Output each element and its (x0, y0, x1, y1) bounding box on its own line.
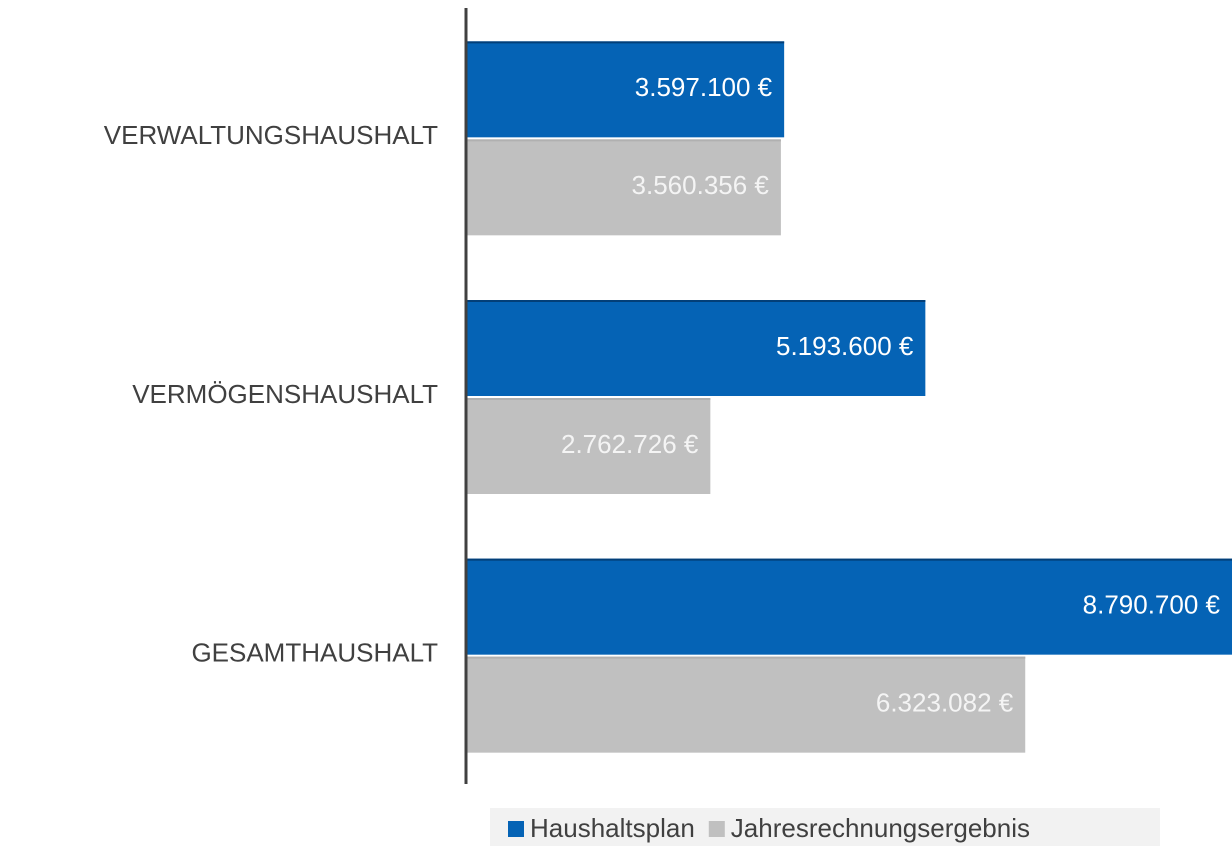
legend-swatch (508, 821, 524, 837)
data-label: 3.560.356 € (632, 170, 770, 200)
data-label: 5.193.600 € (776, 331, 914, 361)
bar (466, 558, 1232, 655)
y-tick-label: GESAMTHAUSHALT (191, 638, 438, 668)
y-tick-label: VERWALTUNGSHAUSHALT (104, 120, 438, 150)
legend-label: Jahresrechnungsergebnis (731, 813, 1030, 843)
bar (466, 398, 711, 494)
bar (466, 300, 926, 396)
data-label: 3.597.100 € (635, 72, 773, 102)
legend-box (490, 808, 1160, 846)
bar (466, 656, 1026, 753)
plot (466, 41, 1232, 753)
data-label: 8.790.700 € (1083, 590, 1221, 620)
legend-swatch (708, 821, 725, 837)
legend-label: Haushaltsplan (530, 813, 695, 843)
bar (466, 41, 785, 138)
data-label: 2.762.726 € (561, 429, 699, 459)
bar (466, 139, 781, 236)
data-label: 6.323.082 € (876, 688, 1014, 718)
y-tick-label: VERMÖGENSHAUSHALT (132, 379, 438, 409)
